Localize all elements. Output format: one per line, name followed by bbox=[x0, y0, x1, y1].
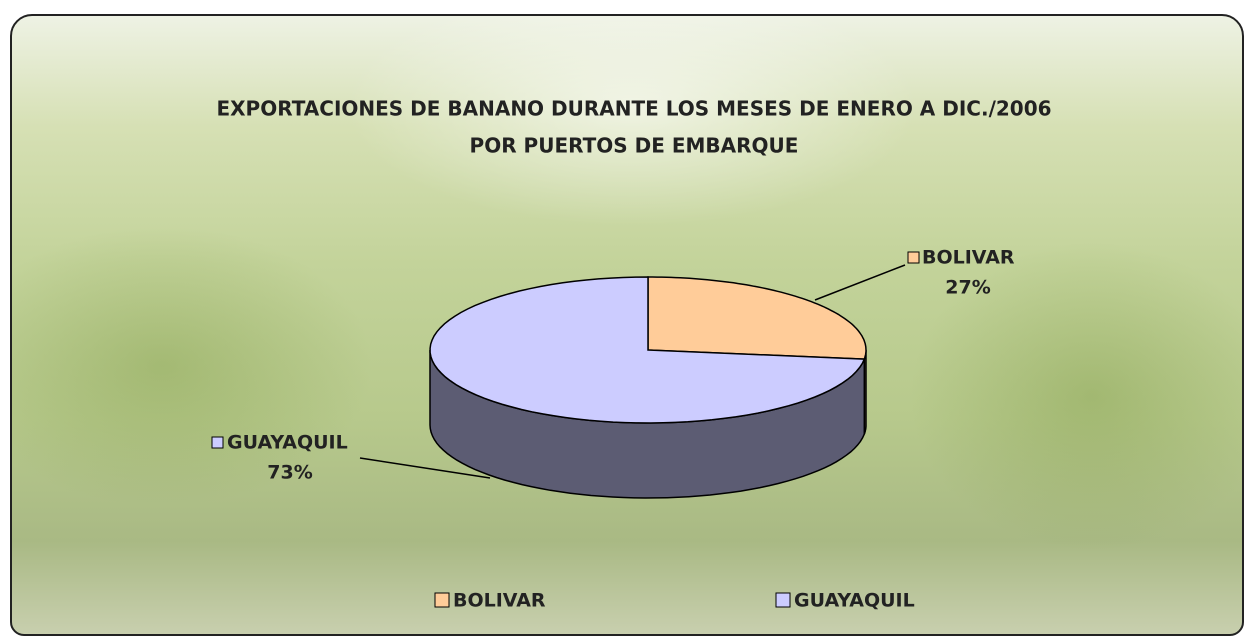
leader-line bbox=[815, 265, 905, 300]
pie-slice bbox=[648, 277, 866, 359]
data-label: 27% bbox=[945, 277, 990, 299]
label-swatch bbox=[212, 437, 223, 448]
data-label: 73% bbox=[267, 462, 312, 484]
legend-swatch bbox=[776, 593, 790, 607]
legend-label: GUAYAQUIL bbox=[794, 590, 915, 612]
chart-title: EXPORTACIONES DE BANANO DURANTE LOS MESE… bbox=[216, 97, 1051, 121]
page: {"chart_data": {"type": "pie3d", "title"… bbox=[0, 0, 1247, 638]
chart-subtitle: POR PUERTOS DE EMBARQUE bbox=[470, 134, 799, 158]
chart: EXPORTACIONES DE BANANO DURANTE LOS MESE… bbox=[0, 0, 1247, 638]
legend-swatch bbox=[435, 593, 449, 607]
label-swatch bbox=[908, 252, 919, 263]
legend-label: BOLIVAR bbox=[453, 590, 546, 612]
data-label-name: BOLIVAR bbox=[922, 247, 1015, 269]
data-label-name: GUAYAQUIL bbox=[227, 432, 348, 454]
